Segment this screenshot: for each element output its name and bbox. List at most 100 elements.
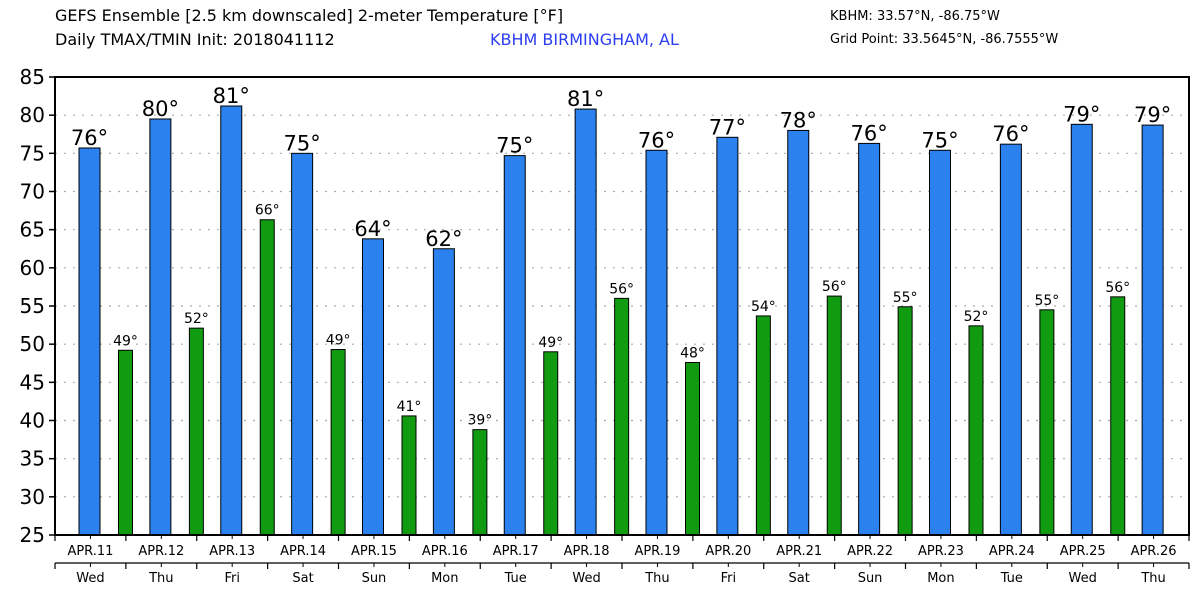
weekday-label: Mon [927, 571, 954, 586]
y-tick-label: 45 [20, 370, 45, 394]
x-tick-label: APR.18 [564, 544, 610, 559]
x-tick-label: APR.22 [847, 544, 893, 559]
x-tick-label: APR.19 [634, 544, 680, 559]
tmin-bar [118, 349, 133, 536]
tmax-bar [78, 147, 101, 536]
tmin-bar [543, 351, 559, 536]
tmax-bar [432, 248, 455, 536]
weekday-label: Thu [148, 571, 173, 586]
tmax-bar [503, 155, 526, 536]
tmax-label: 79° [1063, 102, 1100, 126]
weekday-label: Fri [721, 571, 737, 586]
tmin-bar [685, 361, 700, 536]
y-tick-label: 55 [20, 294, 45, 318]
tmax-label: 75° [496, 134, 533, 158]
weekday-label: Tue [504, 571, 527, 586]
tmin-bar [968, 325, 984, 536]
weekday-label: Tue [1000, 571, 1023, 586]
tmax-label: 81° [567, 87, 604, 111]
tmin-label: 56° [1105, 280, 1130, 296]
x-tick-label: APR.20 [705, 544, 751, 559]
chart-subtitle: Daily TMAX/TMIN Init: 2018041112 [55, 30, 335, 49]
tmax-bar [574, 108, 597, 536]
tmax-bar [787, 129, 810, 536]
tmin-bar [1110, 296, 1126, 536]
tmax-label: 79° [1134, 103, 1171, 127]
y-tick-label: 30 [20, 485, 45, 509]
y-tick-label: 25 [20, 523, 45, 547]
tmax-label: 64° [354, 217, 391, 241]
tmax-label: 75° [284, 131, 321, 155]
tmax-bar [291, 152, 314, 536]
tmax-label: 78° [780, 108, 817, 132]
weekday-label: Wed [76, 571, 104, 586]
x-tick-label: APR.25 [1060, 544, 1106, 559]
x-tick-label: APR.14 [280, 544, 326, 559]
tmax-label: 62° [425, 227, 462, 251]
x-tick-label: APR.21 [776, 544, 822, 559]
tmin-bar [401, 415, 417, 536]
y-tick-label: 75 [20, 141, 45, 165]
tmin-bar [472, 429, 488, 536]
x-tick-label: APR.11 [67, 544, 113, 559]
tmax-label: 76° [638, 128, 675, 152]
tmin-label: 49° [538, 335, 563, 351]
tmin-bar [188, 327, 204, 536]
grid-point-coordinates: Grid Point: 33.5645°N, -86.7555°W [830, 32, 1059, 47]
weekday-label: Mon [431, 571, 458, 586]
x-tick-label: APR.12 [138, 544, 184, 559]
x-tick-label: APR.16 [422, 544, 468, 559]
tmax-bar [149, 118, 172, 536]
y-tick-label: 70 [20, 180, 45, 204]
tmin-bar [259, 219, 275, 536]
tmin-bar [1039, 309, 1055, 536]
tmin-bar [614, 297, 630, 536]
tmax-bar [220, 105, 243, 536]
tmax-label: 81° [213, 84, 250, 108]
tmax-bar [929, 149, 951, 536]
weekday-label: Thu [644, 571, 669, 586]
tmin-bar [897, 306, 913, 536]
tmin-label: 56° [822, 279, 847, 295]
chart-title: GEFS Ensemble [2.5 km downscaled] 2-mete… [55, 6, 564, 25]
station-coordinates: KBHM: 33.57°N, -86.75°W [830, 9, 1000, 24]
x-tick-label: APR.26 [1131, 544, 1177, 559]
tmin-label: 41° [397, 399, 422, 415]
weekday-label: Sat [789, 571, 810, 586]
tmax-label: 77° [709, 115, 746, 139]
tmin-label: 55° [1034, 293, 1059, 309]
y-tick-label: 65 [20, 218, 45, 242]
tmax-bar [716, 136, 739, 536]
tmin-bar [826, 295, 842, 536]
tmax-bar [362, 238, 384, 536]
y-tick-label: 85 [20, 65, 45, 89]
tmax-bar [999, 143, 1022, 536]
tmax-bar [858, 142, 881, 536]
tmin-label: 52° [184, 311, 209, 327]
tmin-label: 49° [113, 333, 138, 349]
tmin-label: 48° [680, 345, 705, 361]
weekday-label: Sun [858, 571, 883, 586]
tmin-label: 55° [893, 290, 918, 306]
tmax-label: 75° [921, 128, 958, 152]
station-name: KBHM BIRMINGHAM, AL [490, 30, 679, 49]
x-tick-label: APR.13 [209, 544, 255, 559]
weekday-label: Sat [292, 571, 313, 586]
tmin-bar [330, 349, 346, 536]
tmin-label: 52° [964, 309, 989, 325]
y-tick-label: 35 [20, 447, 45, 471]
tmin-label: 39° [467, 413, 492, 429]
tmax-label: 80° [142, 97, 179, 121]
weekday-label: Thu [1140, 571, 1165, 586]
y-tick-label: 50 [20, 332, 45, 356]
weekday-label: Fri [224, 571, 240, 586]
tmax-label: 76° [851, 121, 888, 145]
weekday-label: Sun [362, 571, 387, 586]
y-tick-label: 80 [20, 103, 45, 127]
x-tick-label: APR.15 [351, 544, 397, 559]
y-tick-label: 60 [20, 256, 45, 280]
tmin-label: 56° [609, 281, 634, 297]
tmax-bar [645, 149, 668, 536]
tmin-label: 49° [326, 333, 351, 349]
